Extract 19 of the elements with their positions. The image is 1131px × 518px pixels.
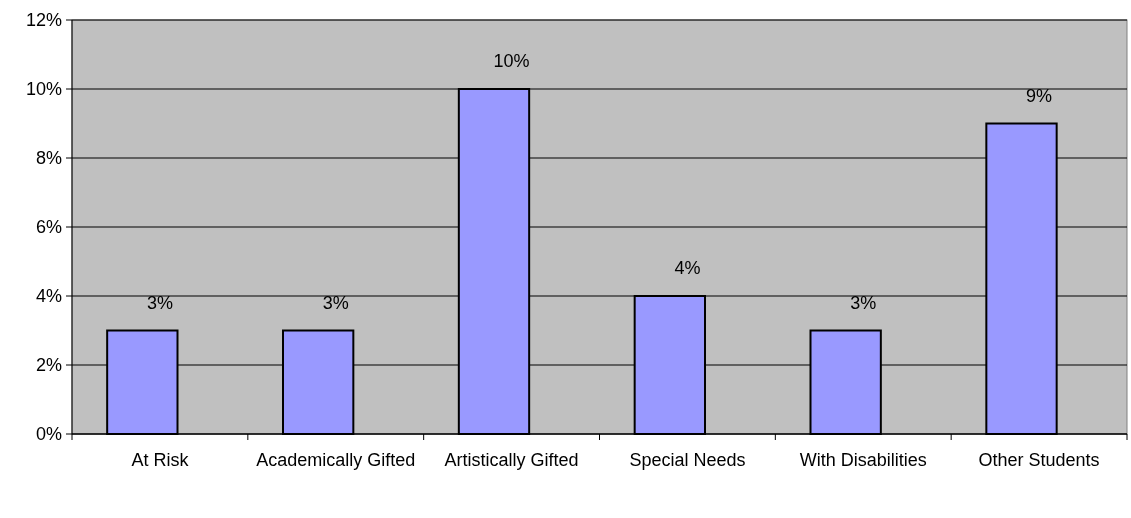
x-tick-label: Artistically Gifted [444, 450, 579, 470]
y-tick-label: 12% [25, 10, 62, 31]
x-tick-label: Other Students [978, 450, 1100, 470]
x-tick-label: With Disabilities [799, 450, 927, 470]
data-label: 3% [322, 292, 349, 313]
y-tick-label: 4% [35, 286, 62, 307]
x-tick-label: Academically Gifted [256, 450, 416, 470]
data-label: 10% [493, 51, 530, 71]
data-label: 3% [146, 292, 173, 313]
data-label: 3% [850, 292, 877, 313]
y-tick-label: 6% [35, 217, 62, 238]
y-tick-label: 0% [35, 424, 62, 445]
x-tick-label: At Risk [131, 450, 190, 470]
data-label: 9% [1026, 85, 1053, 106]
x-tick-label: Special Needs [629, 450, 746, 470]
y-tick-label: 8% [35, 148, 62, 169]
y-tick-label: 10% [25, 79, 62, 100]
data-label: 4% [674, 258, 701, 278]
y-tick-label: 2% [35, 355, 62, 376]
